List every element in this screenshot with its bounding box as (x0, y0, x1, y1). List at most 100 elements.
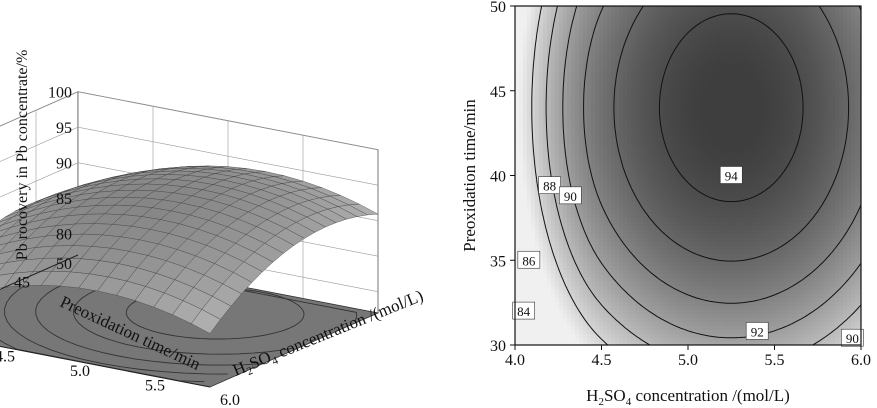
field-cell (539, 306, 544, 311)
field-cell (531, 118, 536, 123)
field-cell (639, 50, 644, 55)
field-cell (575, 26, 580, 31)
field-cell (631, 238, 636, 243)
field-cell (635, 206, 640, 211)
field-cell (603, 182, 608, 187)
field-cell (683, 194, 688, 199)
field-cell (623, 302, 628, 307)
field-cell (687, 158, 692, 163)
field-cell (647, 162, 652, 167)
field-cell (519, 206, 524, 211)
field-cell (523, 234, 528, 239)
field-cell (695, 174, 700, 179)
field-cell (567, 294, 572, 299)
field-cell (731, 50, 736, 55)
field-cell (543, 62, 548, 67)
field-cell (699, 66, 704, 71)
field-cell (651, 242, 656, 247)
field-cell (587, 238, 592, 243)
field-cell (703, 50, 708, 55)
field-cell (711, 318, 716, 323)
field-cell (515, 326, 520, 331)
field-cell (695, 278, 700, 283)
field-cell (663, 54, 668, 59)
field-cell (679, 98, 684, 103)
field-cell (555, 62, 560, 67)
field-cell (683, 22, 688, 27)
field-cell (591, 166, 596, 171)
field-cell (655, 326, 660, 331)
field-cell (535, 90, 540, 95)
field-cell (583, 338, 588, 343)
field-cell (583, 122, 588, 127)
field-cell (571, 282, 576, 287)
field-cell (515, 322, 520, 327)
field-cell (727, 162, 732, 167)
field-cell (575, 126, 580, 131)
field-cell (563, 30, 568, 35)
field-cell (675, 70, 680, 75)
field-cell (731, 214, 736, 219)
field-cell (575, 102, 580, 107)
field-cell (723, 254, 728, 259)
field-cell (591, 262, 596, 267)
field-cell (591, 6, 596, 11)
field-cell (703, 86, 708, 91)
field-cell (519, 190, 524, 195)
field-cell (543, 306, 548, 311)
field-cell (635, 334, 640, 339)
field-cell (703, 230, 708, 235)
field-cell (567, 234, 572, 239)
field-cell (731, 102, 736, 107)
field-cell (699, 10, 704, 15)
field-cell (691, 122, 696, 127)
field-cell (519, 210, 524, 215)
field-cell (547, 94, 552, 99)
field-cell (711, 90, 716, 95)
field-cell (623, 278, 628, 283)
field-cell (651, 118, 656, 123)
field-cell (731, 294, 736, 299)
field-cell (619, 222, 624, 227)
field-cell (555, 166, 560, 171)
field-cell (667, 18, 672, 23)
field-cell (515, 246, 520, 251)
field-cell (651, 22, 656, 27)
field-cell (655, 38, 660, 43)
field-cell (527, 118, 532, 123)
field-cell (711, 270, 716, 275)
field-cell (647, 14, 652, 19)
field-cell (563, 314, 568, 319)
field-cell (527, 282, 532, 287)
field-cell (515, 62, 520, 67)
field-cell (727, 138, 732, 143)
field-cell (527, 210, 532, 215)
field-cell (531, 182, 536, 187)
field-cell (627, 218, 632, 223)
field-cell (515, 42, 520, 47)
field-cell (643, 286, 648, 291)
field-cell (679, 86, 684, 91)
field-cell (563, 98, 568, 103)
field-cell (555, 94, 560, 99)
field-cell (687, 302, 692, 307)
field-cell (663, 158, 668, 163)
field-cell (559, 134, 564, 139)
field-cell (655, 262, 660, 267)
field-cell (675, 22, 680, 27)
field-cell (575, 18, 580, 23)
field-cell (639, 54, 644, 59)
field-cell (719, 294, 724, 299)
field-cell (547, 146, 552, 151)
field-cell (527, 206, 532, 211)
field-cell (683, 66, 688, 71)
field-cell (607, 110, 612, 115)
field-cell (539, 26, 544, 31)
field-cell (683, 182, 688, 187)
field-cell (647, 34, 652, 39)
field-cell (707, 14, 712, 19)
field-cell (639, 326, 644, 331)
field-cell (603, 230, 608, 235)
field-cell (687, 150, 692, 155)
field-cell (663, 14, 668, 19)
